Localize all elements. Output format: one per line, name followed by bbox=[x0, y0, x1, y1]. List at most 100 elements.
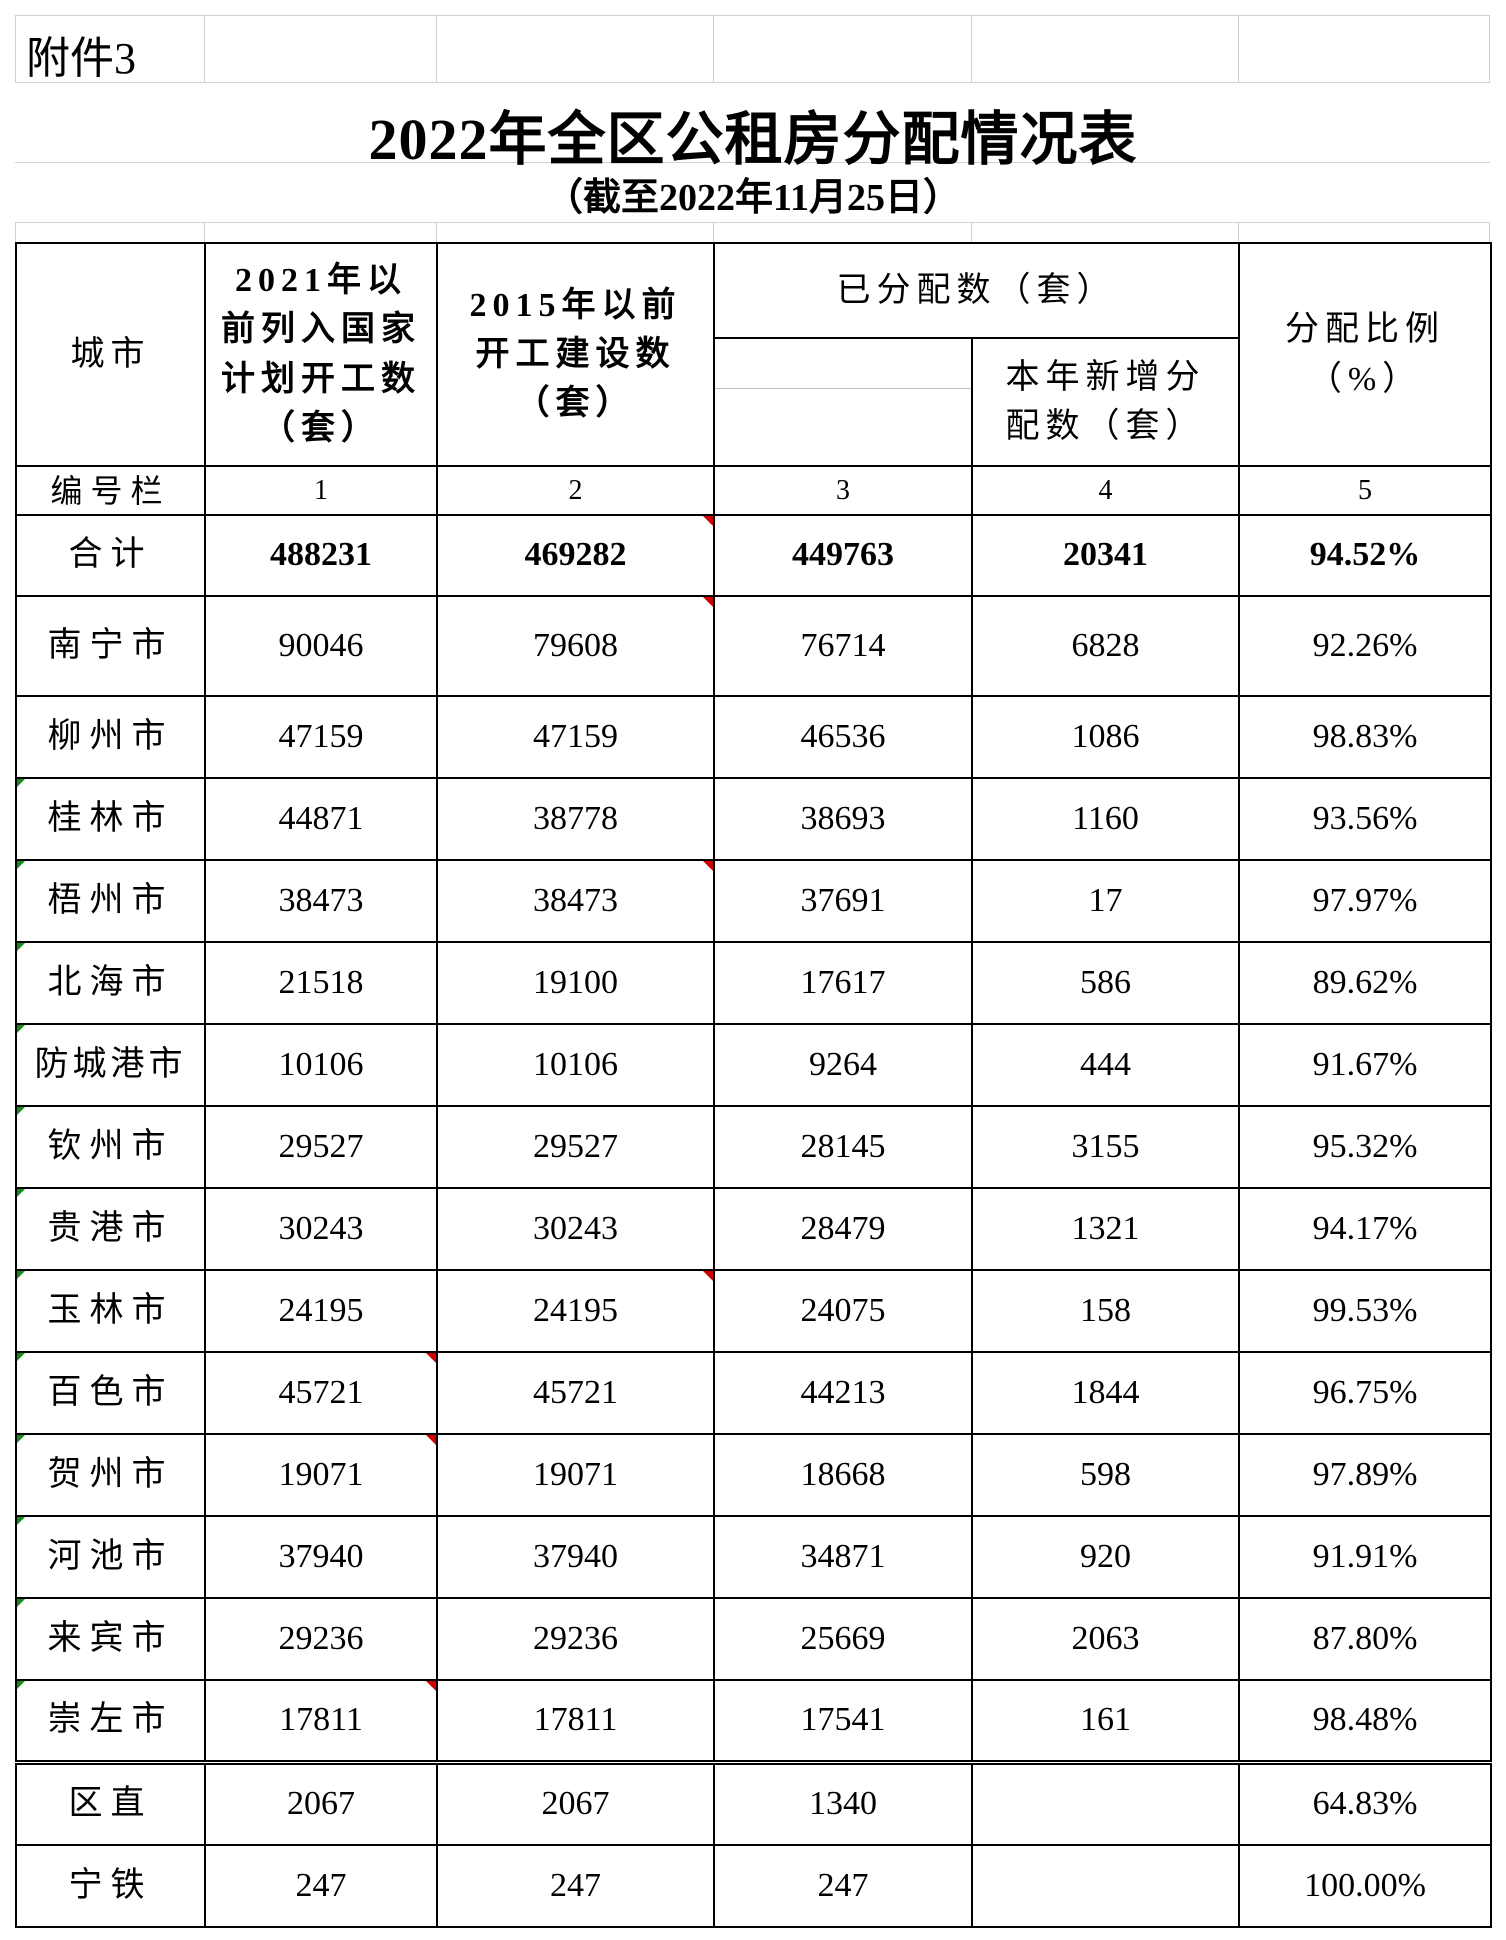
table-row: 玉林市 24195 24195 24075 158 99.53% bbox=[15, 1269, 1492, 1353]
table-row: 钦州市 29527 29527 28145 3155 95.32% bbox=[15, 1105, 1492, 1189]
city-cell: 防城港市 bbox=[15, 1023, 206, 1107]
city-cell: 柳州市 bbox=[15, 695, 206, 779]
city-cell: 贺州市 bbox=[15, 1433, 206, 1517]
gridline bbox=[971, 15, 972, 83]
table-row: 贺州市 19071 19071 18668 598 97.89% bbox=[15, 1433, 1492, 1517]
comment-marker bbox=[426, 1435, 436, 1445]
header-allocated-group: 已分配数（套） bbox=[713, 242, 1240, 339]
data-cell: 100.00% bbox=[1238, 1844, 1492, 1928]
data-cell: 3155 bbox=[971, 1105, 1240, 1189]
data-cell: 19071 bbox=[436, 1433, 715, 1517]
table-row: 南宁市 90046 79608 76714 6828 92.26% bbox=[15, 595, 1492, 697]
comment-marker bbox=[17, 1271, 25, 1279]
data-cell: 94.17% bbox=[1238, 1187, 1492, 1271]
data-cell: 28479 bbox=[713, 1187, 973, 1271]
data-cell: 98.83% bbox=[1238, 695, 1492, 779]
city-cell: 贵港市 bbox=[15, 1187, 206, 1271]
table-row: 河池市 37940 37940 34871 920 91.91% bbox=[15, 1515, 1492, 1599]
data-cell: 38473 bbox=[204, 859, 438, 943]
header-row-1: 城市 2021年以前列入国家计划开工数（套） 2015年以前开工建设数（套） 已… bbox=[15, 242, 1492, 467]
comment-marker bbox=[703, 597, 713, 607]
data-cell: 1321 bbox=[971, 1187, 1240, 1271]
data-cell: 38778 bbox=[436, 777, 715, 861]
data-cell: 99.53% bbox=[1238, 1269, 1492, 1353]
index-cell: 5 bbox=[1238, 465, 1492, 516]
table-row: 桂林市 44871 38778 38693 1160 93.56% bbox=[15, 777, 1492, 861]
data-cell: 1844 bbox=[971, 1351, 1240, 1435]
data-cell: 444 bbox=[971, 1023, 1240, 1107]
data-cell: 17 bbox=[971, 859, 1240, 943]
comment-marker bbox=[17, 779, 25, 787]
data-cell: 29527 bbox=[436, 1105, 715, 1189]
total-label: 合计 bbox=[15, 514, 206, 597]
total-cell: 469282 bbox=[436, 514, 715, 597]
data-cell: 18668 bbox=[713, 1433, 973, 1517]
data-cell: 44213 bbox=[713, 1351, 973, 1435]
header-row-3 bbox=[16, 387, 1491, 467]
data-cell: 247 bbox=[204, 1844, 438, 1928]
table-row: 宁铁 247 247 247 100.00% bbox=[15, 1844, 1492, 1928]
comment-marker bbox=[17, 1599, 25, 1607]
gridline bbox=[15, 222, 1490, 223]
page-title: 2022年全区公租房分配情况表 bbox=[368, 107, 1138, 172]
comment-marker bbox=[17, 1435, 25, 1443]
data-cell: 38693 bbox=[713, 777, 973, 861]
data-cell: 2063 bbox=[971, 1597, 1240, 1681]
header-planned-starts: 2021年以前列入国家计划开工数（套） bbox=[204, 242, 438, 467]
comment-marker bbox=[703, 516, 713, 526]
header-new-allocations: 本年新增分配数（套） bbox=[971, 337, 1240, 467]
data-cell: 920 bbox=[971, 1515, 1240, 1599]
data-cell: 17811 bbox=[204, 1679, 438, 1763]
data-cell: 96.75% bbox=[1238, 1351, 1492, 1435]
data-cell: 6828 bbox=[971, 595, 1240, 697]
table-row: 防城港市 10106 10106 9264 444 91.67% bbox=[15, 1023, 1492, 1107]
data-cell: 29236 bbox=[204, 1597, 438, 1681]
gridline bbox=[15, 162, 1490, 163]
data-cell: 24195 bbox=[204, 1269, 438, 1353]
total-cell: 449763 bbox=[713, 514, 973, 597]
total-cell: 94.52% bbox=[1238, 514, 1492, 597]
comment-marker bbox=[426, 1353, 436, 1363]
table-row: 来宾市 29236 29236 25669 2063 87.80% bbox=[15, 1597, 1492, 1681]
table-row: 百色市 45721 45721 44213 1844 96.75% bbox=[15, 1351, 1492, 1435]
data-cell: 92.26% bbox=[1238, 595, 1492, 697]
data-cell: 76714 bbox=[713, 595, 973, 697]
data-cell: 34871 bbox=[713, 1515, 973, 1599]
comment-marker bbox=[426, 1681, 436, 1691]
gridline bbox=[15, 15, 1490, 16]
gridline bbox=[204, 222, 205, 242]
header-row-2: 本年新增分配数（套） bbox=[16, 337, 1491, 467]
comment-marker bbox=[17, 861, 25, 869]
city-cell: 宁铁 bbox=[15, 1844, 206, 1928]
gridline bbox=[15, 15, 16, 83]
city-cell: 南宁市 bbox=[15, 595, 206, 697]
gridline bbox=[1489, 222, 1490, 242]
data-cell: 45721 bbox=[204, 1351, 438, 1435]
total-cell: 20341 bbox=[971, 514, 1240, 597]
data-cell: 89.62% bbox=[1238, 941, 1492, 1025]
city-cell: 来宾市 bbox=[15, 1597, 206, 1681]
gridline bbox=[436, 222, 437, 242]
city-cell: 梧州市 bbox=[15, 859, 206, 943]
gridline bbox=[713, 222, 714, 242]
data-cell: 19071 bbox=[204, 1433, 438, 1517]
data-cell: 19100 bbox=[436, 941, 715, 1025]
data-cell: 45721 bbox=[436, 1351, 715, 1435]
gridline bbox=[971, 222, 972, 242]
attachment-label: 附件3 bbox=[26, 34, 136, 83]
header-allocated-blank-2 bbox=[713, 387, 973, 467]
comment-marker bbox=[17, 1107, 25, 1115]
index-cell: 3 bbox=[713, 465, 973, 516]
gridline bbox=[1238, 15, 1239, 83]
city-cell: 桂林市 bbox=[15, 777, 206, 861]
gridline bbox=[204, 15, 205, 83]
city-cell: 崇左市 bbox=[15, 1679, 206, 1763]
comment-marker bbox=[17, 1353, 25, 1361]
table-row: 梧州市 38473 38473 37691 17 97.97% bbox=[15, 859, 1492, 943]
table-row: 北海市 21518 19100 17617 586 89.62% bbox=[15, 941, 1492, 1025]
data-cell: 24195 bbox=[436, 1269, 715, 1353]
total-row: 合计 488231 469282 449763 20341 94.52% bbox=[15, 514, 1492, 597]
gridline bbox=[1238, 222, 1239, 242]
data-cell: 87.80% bbox=[1238, 1597, 1492, 1681]
data-cell: 247 bbox=[713, 1844, 973, 1928]
